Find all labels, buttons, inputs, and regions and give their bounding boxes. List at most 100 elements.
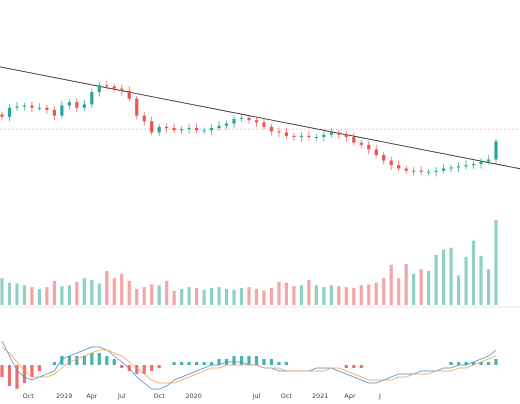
candle-body xyxy=(389,160,393,166)
candle xyxy=(209,124,214,135)
candle-body xyxy=(217,125,221,128)
volume-bar xyxy=(127,280,131,305)
candle xyxy=(239,113,244,122)
candle xyxy=(97,81,101,97)
candle-body xyxy=(187,128,191,130)
x-tick-label: 2021 xyxy=(312,392,329,400)
macd-histogram-bar xyxy=(262,359,266,365)
candle-body xyxy=(382,155,386,161)
trendline xyxy=(0,66,520,170)
macd-histogram-bar xyxy=(479,362,483,365)
volume-bar xyxy=(150,284,154,305)
macd-histogram-bar xyxy=(135,365,139,374)
candle xyxy=(30,101,34,113)
macd-histogram-bar xyxy=(344,365,348,368)
macd-histogram-bar xyxy=(150,365,154,371)
candle xyxy=(494,138,498,164)
macd-histogram-bar xyxy=(180,362,184,365)
candle-body xyxy=(442,168,446,171)
volume-bar xyxy=(419,269,423,305)
candle xyxy=(52,106,56,121)
candle-body xyxy=(127,90,131,99)
x-tick-label: Oct xyxy=(281,392,293,400)
candle-body xyxy=(7,107,12,117)
volume-bar xyxy=(262,290,266,305)
candle-body xyxy=(471,164,476,166)
candle xyxy=(37,103,42,111)
volume-bar xyxy=(449,247,453,305)
x-tick-label: 2019 xyxy=(56,392,73,400)
macd-histogram-bar xyxy=(456,362,461,365)
candle-body xyxy=(367,144,371,150)
candle xyxy=(442,163,446,174)
candle xyxy=(419,166,423,175)
candle-body xyxy=(15,106,19,108)
candle-body xyxy=(419,170,423,172)
volume-bar xyxy=(299,285,303,305)
macd-histogram-bar xyxy=(97,353,101,365)
candle xyxy=(427,169,431,176)
candle-body xyxy=(67,102,71,106)
volume-bar xyxy=(456,275,461,305)
x-tick-label: J xyxy=(378,392,381,400)
candle-body xyxy=(202,130,206,132)
candle xyxy=(254,116,259,127)
candle-body xyxy=(314,137,318,138)
macd-histogram-bar xyxy=(209,362,214,365)
candle-body xyxy=(224,123,229,126)
candle-body xyxy=(404,168,408,171)
volume-bar xyxy=(217,287,221,305)
volume-bar xyxy=(232,289,236,305)
x-tick-label: Apr xyxy=(86,392,98,400)
candle xyxy=(307,131,311,140)
candle-body xyxy=(494,141,498,160)
volume-bar xyxy=(82,278,86,305)
volume-bar xyxy=(374,282,378,305)
candle xyxy=(269,124,274,136)
volume-bar xyxy=(382,278,386,305)
volume-bar xyxy=(67,285,71,305)
volume-bar xyxy=(75,281,79,305)
candle-body xyxy=(307,135,311,137)
macd-histogram-bar xyxy=(15,365,19,389)
candle-body xyxy=(157,126,161,133)
candle xyxy=(75,98,79,113)
candle xyxy=(82,99,86,111)
volume-bar xyxy=(30,287,34,305)
candle xyxy=(404,165,408,175)
candle-body xyxy=(232,119,236,124)
macd-histogram-bar xyxy=(112,359,116,365)
candle xyxy=(157,124,161,137)
candle xyxy=(180,126,184,134)
candle xyxy=(187,124,191,134)
macd-histogram-bar xyxy=(284,362,289,365)
candle-body xyxy=(322,134,326,137)
volume-bar xyxy=(239,288,244,305)
candle-body xyxy=(150,121,154,133)
candle xyxy=(412,167,416,176)
candle-body xyxy=(299,135,303,137)
candle xyxy=(344,131,348,142)
candle-body xyxy=(75,102,79,108)
candle xyxy=(105,80,109,90)
volume-bar xyxy=(479,255,483,305)
candle xyxy=(15,102,19,111)
volume-bar xyxy=(427,271,431,305)
macd-histogram-bar xyxy=(172,362,176,365)
candle xyxy=(150,116,154,136)
candle-body xyxy=(344,134,348,137)
volume-bar xyxy=(284,282,289,305)
candle xyxy=(135,95,139,120)
volume-bar xyxy=(180,288,184,305)
macd-histogram-bar xyxy=(37,365,42,371)
candle-body xyxy=(37,107,42,109)
macd-histogram-bar xyxy=(359,365,363,368)
volume-bar xyxy=(404,263,408,305)
x-tick-label: Apr xyxy=(344,392,356,400)
candle-body xyxy=(82,104,86,108)
volume-bar xyxy=(172,290,176,305)
volume-bar xyxy=(142,287,146,305)
candle-body xyxy=(277,131,281,133)
candle xyxy=(397,160,401,172)
